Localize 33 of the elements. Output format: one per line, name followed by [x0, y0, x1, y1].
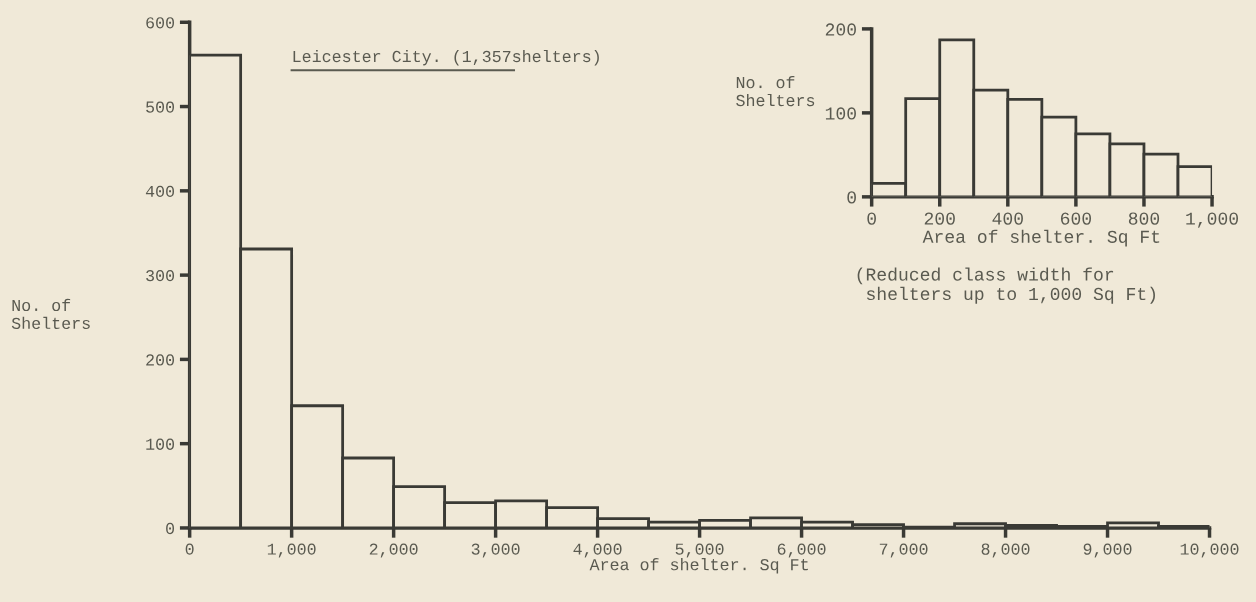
x-tick-label: 9,000 [1083, 543, 1132, 558]
y-tick-label: 300 [146, 270, 175, 282]
y-tick-label: 400 [145, 185, 175, 198]
x-tick-label: 0 [185, 543, 194, 555]
x-tick-label: 7,000 [879, 543, 928, 558]
x-tick-label: 0 [867, 212, 876, 225]
x-tick-label: 1,000 [1186, 212, 1239, 228]
x-axis-title: Area of shelter. Sq Ft [589, 558, 808, 574]
y-axis-title: No. of Shelters [11, 298, 90, 330]
x-tick-label: 1,000 [267, 543, 316, 558]
x-tick-label: 8,000 [981, 543, 1030, 558]
x-tick-label: 200 [924, 212, 955, 225]
y-tick-label: 500 [146, 101, 175, 113]
y-tick-label: 0 [166, 522, 175, 535]
x-tick-label: 10,000 [1180, 543, 1239, 558]
x-tick-label: 600 [1060, 212, 1092, 225]
y-tick-label: 200 [825, 23, 856, 36]
y-tick-label: 200 [146, 354, 175, 366]
x-tick-label: 2,000 [369, 543, 418, 558]
x-tick-label: 6,000 [777, 543, 826, 558]
y-tick-label: 100 [825, 107, 856, 120]
annotation: (Reduced class width for shelters up to 1,000 Sq Ft) [857, 267, 1155, 304]
text: Leicester City. (1,357shelters) [293, 49, 599, 66]
y-axis-title: No. of Shelters [736, 75, 815, 107]
y-tick-label: 0 [847, 191, 856, 204]
x-tick-label: 3,000 [471, 543, 520, 558]
y-tick-label: 100 [146, 438, 175, 450]
x-tick-label: 400 [992, 212, 1023, 225]
x-tick-label: 5,000 [675, 543, 724, 558]
y-tick-label: 600 [146, 17, 175, 29]
x-tick-label: 4,000 [573, 543, 622, 558]
x-tick-label: 800 [1128, 212, 1160, 225]
x-axis-title: Area of shelter. Sq Ft [922, 229, 1160, 247]
